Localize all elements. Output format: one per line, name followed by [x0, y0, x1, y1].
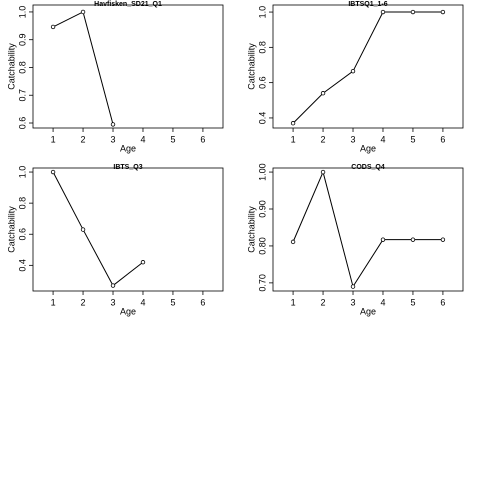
plot-frame	[272, 4, 464, 129]
x-tick-label: 2	[321, 134, 326, 144]
y-axis-label: Catchability	[246, 43, 256, 90]
y-tick-label: 1.00	[257, 163, 267, 181]
y-axis-label: Catchability	[246, 206, 256, 253]
series-line	[52, 11, 114, 125]
x-tick-label: 5	[170, 297, 175, 307]
y-tick-label: 0.6	[17, 117, 27, 130]
x-tick-label: 6	[440, 134, 445, 144]
x-tick-label: 4	[380, 297, 385, 307]
data-point	[440, 237, 446, 242]
x-tick-label: 1	[291, 297, 296, 307]
data-point	[320, 91, 326, 96]
data-point	[380, 9, 386, 15]
panel-title: IBTS_Q3	[113, 164, 142, 171]
x-tick-label: 2	[321, 297, 326, 307]
x-tick-label: 1	[291, 134, 296, 144]
y-tick-label: 0.6	[257, 76, 267, 89]
data-point	[410, 237, 416, 242]
data-point	[290, 239, 296, 245]
x-tick-label: 1	[51, 297, 56, 307]
y-axis-label: Catchability	[6, 206, 16, 253]
y-tick-label: 1.0	[17, 166, 27, 179]
data-point	[50, 169, 56, 175]
x-tick-label: 6	[440, 297, 445, 307]
data-point	[80, 227, 86, 232]
data-point	[290, 121, 296, 126]
data-point	[50, 24, 56, 30]
x-tick-label: 3	[111, 297, 116, 307]
series-line	[292, 11, 443, 124]
data-point	[350, 68, 356, 74]
y-tick-label: 0.9	[17, 33, 27, 46]
y-tick-label: 0.8	[257, 41, 267, 54]
data-point	[140, 260, 146, 265]
panel-title: CODS_Q4	[351, 164, 385, 171]
x-tick-label: 4	[140, 134, 145, 144]
y-tick-label: 0.80	[257, 237, 267, 255]
y-tick-label: 0.8	[17, 61, 27, 74]
y-tick-label: 0.7	[17, 89, 27, 102]
y-tick-label: 0.8	[17, 197, 27, 210]
x-tick-label: 3	[351, 297, 356, 307]
panel: Havfisken_SD21_Q1 1 2 3 4 5 6 0.6 0.7 0.8 0.9 1.0 Ag…	[6, 1, 224, 153]
y-tick-label: 1.0	[257, 6, 267, 19]
data-point	[110, 122, 116, 127]
data-point	[440, 9, 446, 15]
x-tick-label: 2	[81, 297, 86, 307]
panel-title: IBTSQ1_1-6	[348, 1, 387, 8]
data-point	[410, 9, 416, 15]
x-tick-label: 6	[200, 134, 205, 144]
panel: CODS_Q4 1 2 3 4 5 6 0.70 0.80 0.90 1.00 Age Catchabi…	[246, 163, 464, 316]
panel: IBTS_Q3 1 2 3 4 5 6 0.4 0.6 0.8 1.0 Age Catchability	[6, 164, 224, 316]
data-point	[350, 284, 356, 289]
x-tick-label: 6	[200, 297, 205, 307]
y-tick-label: 0.4	[257, 112, 267, 125]
x-tick-label: 3	[111, 134, 116, 144]
data-point	[110, 283, 116, 288]
y-tick-label: 0.4	[17, 259, 27, 272]
y-tick-label: 1.0	[17, 6, 27, 19]
x-tick-label: 3	[351, 134, 356, 144]
y-tick-label: 0.6	[17, 228, 27, 241]
data-point	[80, 9, 86, 15]
y-axis-label: Catchability	[6, 43, 16, 90]
x-axis-label: Age	[360, 143, 376, 153]
panel-title: Havfisken_SD21_Q1	[94, 1, 162, 8]
x-tick-label: 5	[170, 134, 175, 144]
y-tick-label: 0.70	[257, 274, 267, 292]
x-axis-label: Age	[360, 306, 376, 316]
data-point	[380, 237, 386, 242]
plot-frame	[32, 167, 224, 292]
series-line	[292, 170, 443, 288]
y-tick-label: 0.90	[257, 200, 267, 218]
x-axis-label: Age	[120, 306, 136, 316]
x-tick-label: 5	[410, 297, 415, 307]
x-tick-label: 1	[51, 134, 56, 144]
x-tick-label: 4	[380, 134, 385, 144]
plot-frame	[32, 4, 224, 129]
x-tick-label: 4	[140, 297, 145, 307]
x-axis-label: Age	[120, 143, 136, 153]
plot-frame	[272, 167, 464, 292]
x-tick-label: 5	[410, 134, 415, 144]
x-tick-label: 2	[81, 134, 86, 144]
data-point	[320, 169, 326, 175]
panel: IBTSQ1_1-6 1 2 3 4 5 6 0.4 0.6 0.8 1.0 Age Catchabil…	[246, 1, 464, 153]
series-line	[52, 171, 144, 287]
